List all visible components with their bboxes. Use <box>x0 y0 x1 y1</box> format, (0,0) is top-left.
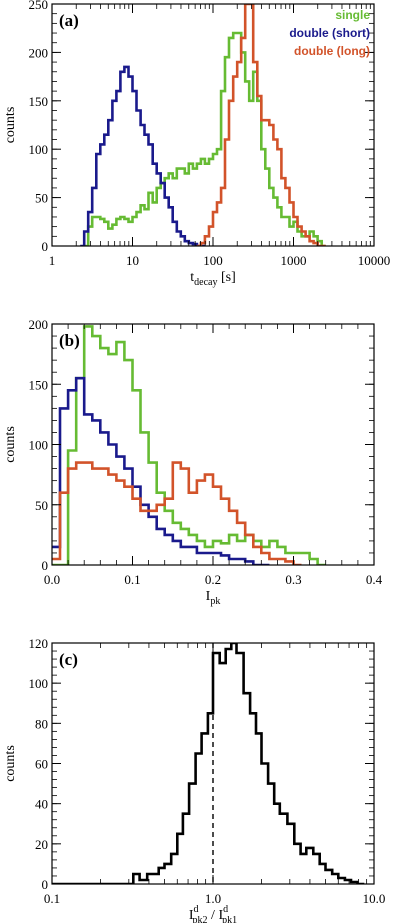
x-axis-title: Ipk <box>206 589 221 607</box>
plot-area <box>52 325 326 565</box>
axes-frame <box>51 323 375 566</box>
plot-area <box>80 4 326 246</box>
x-tick-label: 0.0 <box>44 572 60 587</box>
series-double-long- <box>196 4 326 246</box>
y-axis-title: counts <box>3 426 18 463</box>
series-single <box>84 31 326 246</box>
y-tick-label: 0 <box>42 558 49 573</box>
y-tick-label: 150 <box>29 94 49 109</box>
y-tick-label: 60 <box>35 757 48 772</box>
legend-entry: double (long) <box>294 44 370 58</box>
x-tick-label: 0.1 <box>44 891 60 906</box>
x-title-main: I <box>189 908 194 923</box>
series-single <box>52 325 326 565</box>
y-axis-title: counts <box>3 107 18 144</box>
panel-a: 1 10 100 1000 10000 0 50 100 150 200 250 counts tdec… <box>3 0 390 288</box>
legend-entry: single <box>335 8 370 22</box>
y-tick-label: 100 <box>29 676 49 691</box>
y-tick-label: 150 <box>29 377 49 392</box>
y-tick-label: 200 <box>29 45 49 60</box>
x-title-sep: / <box>208 908 219 923</box>
y-tick-label: 0 <box>42 877 49 892</box>
x-tick-label: 1.0 <box>205 891 221 906</box>
y-tick-label: 100 <box>29 438 49 453</box>
x-tick-label: 1000 <box>281 253 307 268</box>
x-tick-label: 0.1 <box>124 572 140 587</box>
panel-label: (b) <box>59 331 80 350</box>
x-tick-label: 1 <box>49 253 56 268</box>
y-axis-title: counts <box>3 745 18 782</box>
series-double-short- <box>80 65 205 246</box>
legend-entry: double (short) <box>289 26 370 40</box>
x-tick-label: 0.4 <box>366 572 383 587</box>
x-axis-title: tdecay [s] <box>190 270 236 288</box>
axes-frame <box>51 3 375 247</box>
x-title-main: t <box>190 270 194 285</box>
x-axis-title: Id pk2 / Id pk1 <box>189 904 237 923</box>
series-ratio <box>52 643 365 884</box>
y-tick-label: 50 <box>35 498 48 513</box>
x-title-sup: d <box>223 904 228 915</box>
x-tick-label: 100 <box>203 253 223 268</box>
x-tick-label: 0.3 <box>285 572 301 587</box>
x-title-sub: pk2 <box>193 915 208 923</box>
y-tick-label: 100 <box>29 142 49 157</box>
x-title-main: I <box>218 908 223 923</box>
series-double-long- <box>52 461 302 565</box>
x-tick-label: 10000 <box>358 253 391 268</box>
x-title-main: I <box>206 589 211 604</box>
x-tick-label: 0.2 <box>205 572 221 587</box>
panel-b: 0.0 0.1 0.2 0.3 0.4 0 50 100 150 200 counts Ipk (b) <box>3 317 383 607</box>
x-title-sub: pk <box>210 596 220 607</box>
y-tick-label: 20 <box>35 837 48 852</box>
x-title-sup: d <box>194 904 199 915</box>
x-tick-label: 10.0 <box>363 891 386 906</box>
y-tick-label: 80 <box>35 716 48 731</box>
x-title-sub: pk1 <box>222 915 237 923</box>
y-tick-label: 250 <box>29 0 49 12</box>
x-title-sub: decay <box>194 277 217 288</box>
plot-area <box>52 643 365 884</box>
y-tick-label: 40 <box>35 797 48 812</box>
y-tick-label: 50 <box>35 191 48 206</box>
y-tick-label: 200 <box>29 317 49 332</box>
x-title-unit: [s] <box>217 270 235 285</box>
x-tick-label: 10 <box>126 253 139 268</box>
panel-label: (a) <box>59 11 79 30</box>
panel-label: (c) <box>59 650 78 669</box>
y-tick-label: 120 <box>29 636 49 651</box>
series-double-short- <box>52 376 270 565</box>
y-tick-label: 0 <box>42 239 49 254</box>
